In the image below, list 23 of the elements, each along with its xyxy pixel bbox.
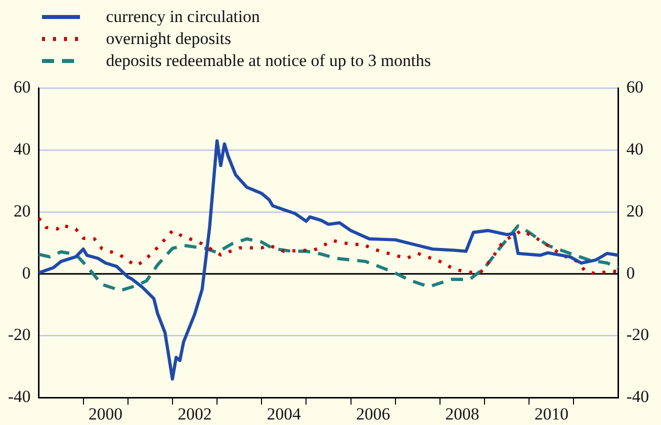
y-tick-label: 60 xyxy=(14,78,31,97)
x-tick-label: 2008 xyxy=(445,404,480,424)
line-series xyxy=(38,224,618,292)
y-tick-label: 0 xyxy=(22,263,31,282)
line-series xyxy=(38,216,618,276)
y-tick-label: -20 xyxy=(8,325,31,344)
x-tick-label: 2010 xyxy=(534,404,568,424)
y-tick-label: 20 xyxy=(14,201,31,220)
y2-tick-label: 60 xyxy=(626,78,644,97)
x-tick-label: 2000 xyxy=(88,404,123,424)
y2-tick-label: 0 xyxy=(626,263,635,282)
y2-tick-label: -40 xyxy=(626,387,650,406)
y2-tick-label: 20 xyxy=(626,201,644,220)
legend-label: currency in circulation xyxy=(106,7,260,27)
legend-label: deposits redeemable at notice of up to 3 months xyxy=(106,51,431,71)
y-tick-label: -40 xyxy=(8,387,31,406)
legend-label: overnight deposits xyxy=(106,29,232,49)
x-tick-label: 2002 xyxy=(178,404,212,424)
y2-tick-label: 40 xyxy=(626,140,644,159)
y2-tick-label: -20 xyxy=(626,325,650,344)
x-tick-label: 2006 xyxy=(356,404,390,424)
y-tick-label: 40 xyxy=(14,140,31,159)
x-tick-label: 2004 xyxy=(266,404,302,424)
